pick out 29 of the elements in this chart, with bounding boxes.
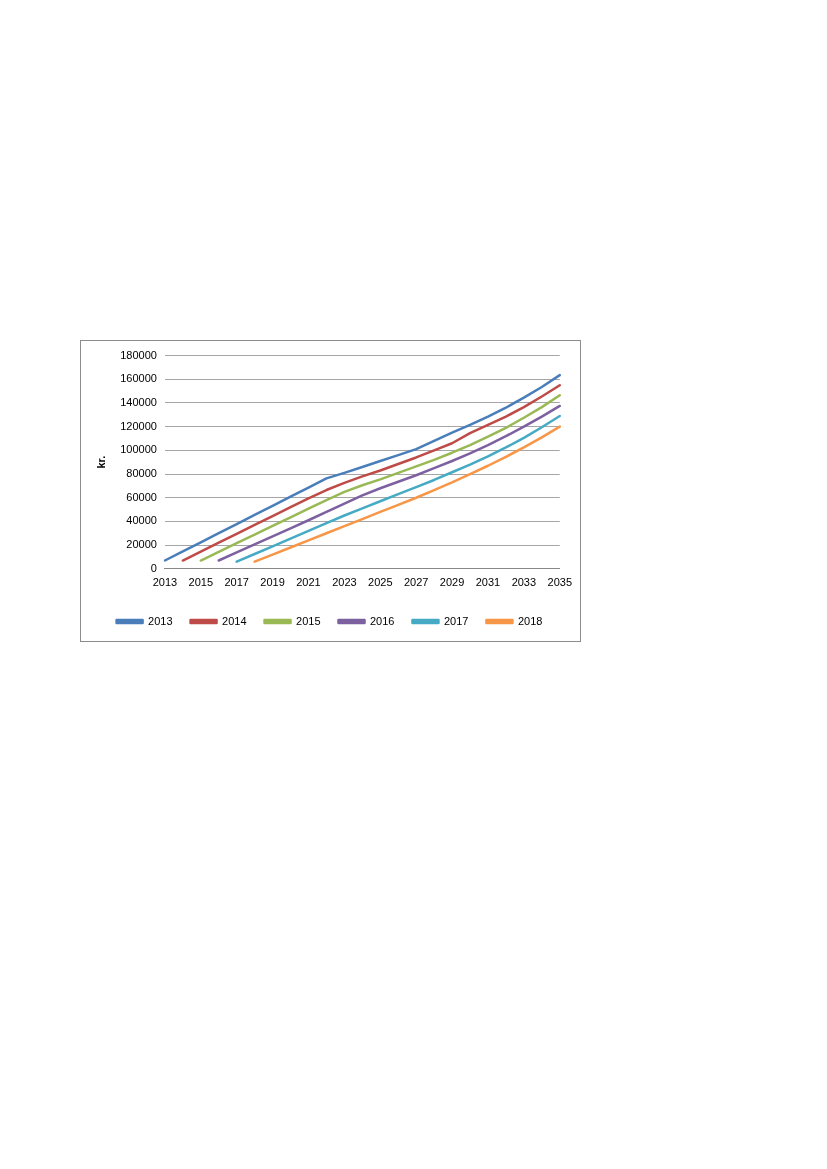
y-tick-label: 40000: [126, 514, 157, 527]
y-tick-label: 120000: [120, 419, 157, 432]
x-tick-label: 2013: [152, 576, 178, 589]
y-tick-label: 80000: [126, 467, 157, 480]
x-tick-label: 2021: [296, 576, 321, 589]
x-tick-label: 2029: [439, 576, 465, 589]
x-tick-label: 2031: [475, 576, 501, 589]
y-tick-label: 20000: [126, 538, 157, 551]
y-tick-label: 100000: [120, 443, 157, 456]
x-tick-label: 2035: [547, 576, 573, 589]
x-tick-label: 2019: [260, 576, 285, 589]
x-tick-label: 2015: [188, 576, 214, 589]
legend-label: 2014: [222, 614, 247, 627]
x-tick-label: 2017: [224, 576, 249, 589]
x-tick-label: 2025: [368, 576, 393, 589]
legend-label: 2016: [370, 614, 395, 627]
x-tick-label: 2033: [511, 576, 537, 589]
y-tick-label: 140000: [120, 396, 157, 409]
y-tick-label: 60000: [126, 490, 157, 503]
legend-label: 2015: [296, 614, 321, 627]
x-tick-label: 2023: [332, 576, 357, 589]
legend-label: 2017: [443, 614, 469, 627]
legend-label: 2013: [148, 614, 173, 627]
x-tick-label: 2027: [403, 576, 429, 589]
legend-label: 2018: [517, 614, 543, 627]
y-tick-label: 180000: [120, 348, 157, 361]
y-axis-title: kr.: [94, 455, 107, 469]
y-tick-label: 160000: [120, 372, 157, 385]
y-tick-label: 0: [150, 561, 157, 574]
